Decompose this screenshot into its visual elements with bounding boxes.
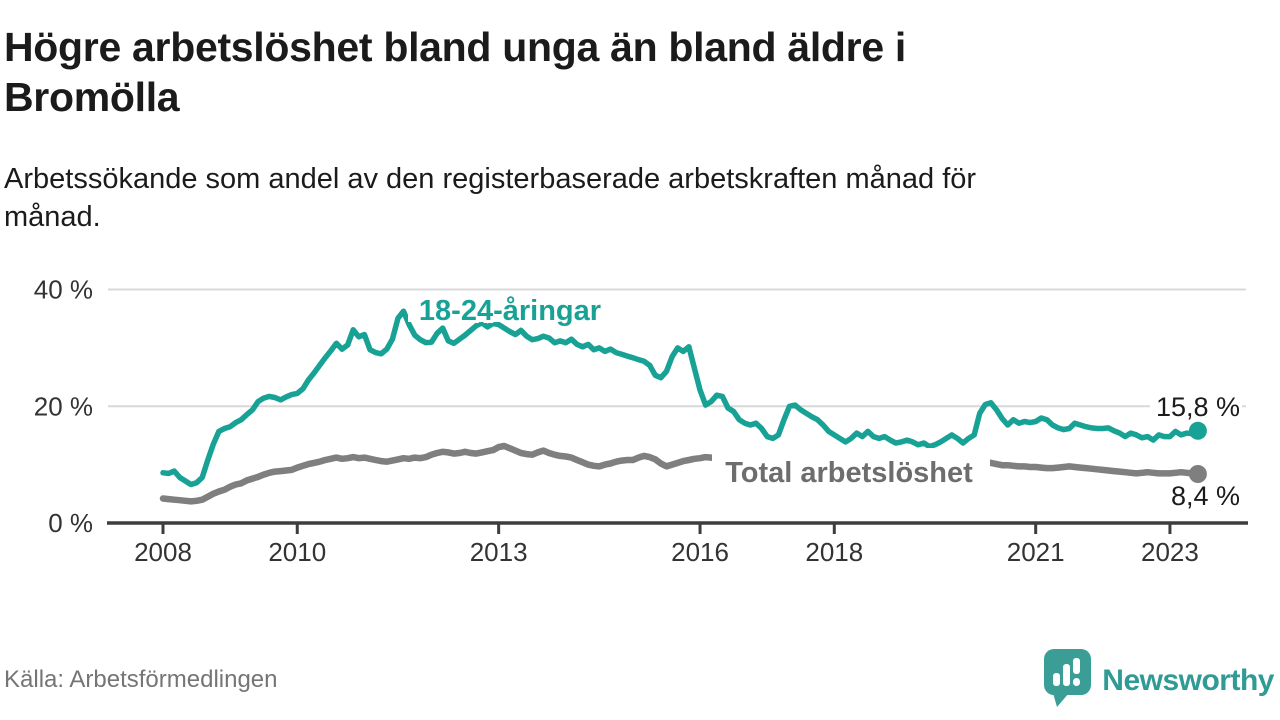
end-dot-0 xyxy=(1188,421,1207,440)
end-label-0-mask xyxy=(1150,394,1242,420)
youth-label-mask xyxy=(408,294,614,322)
source-note: Källa: Arbetsförmedlingen xyxy=(4,666,278,693)
x-axis-ticks: 2008 2010 2013 2016 2018 2021 2023 xyxy=(134,523,1199,567)
brand-logo: Newsworthy xyxy=(1043,648,1274,713)
y-tick-label: 0 % xyxy=(48,508,93,538)
x-tick-label: 2010 xyxy=(268,537,326,567)
series-name-0: 18-24-åringar xyxy=(419,295,601,327)
y-tick-label: 20 % xyxy=(34,391,93,421)
total-label-mask xyxy=(712,448,990,490)
x-tick-label: 2013 xyxy=(470,537,528,567)
end-label-1: 8,4 % xyxy=(1171,481,1240,511)
newsworthy-chart-bubble-icon xyxy=(1043,648,1093,713)
series-name-1: Total arbetslöshet xyxy=(725,457,973,489)
end-label-0: 15,8 % xyxy=(1156,392,1240,422)
x-tick-label: 2023 xyxy=(1141,537,1199,567)
end-dot-1 xyxy=(1188,465,1207,483)
series-line-0 xyxy=(160,308,1201,488)
x-tick-label: 2018 xyxy=(805,537,863,567)
x-tick-label: 2016 xyxy=(671,537,729,567)
y-tick-label: 40 % xyxy=(34,275,93,305)
y-axis-labels: 0 % 20 % 40 % xyxy=(34,275,93,538)
page-title-line1: Högre arbetslöshet bland unga än bland ä… xyxy=(4,24,907,70)
gridlines xyxy=(108,288,1246,408)
chart-subtitle: Arbetssökande som andel av den registerb… xyxy=(4,163,977,233)
series-line-1 xyxy=(159,442,1202,505)
page-title: Högre arbetslöshet bland unga än bland ä… xyxy=(4,22,906,122)
x-tick-label: 2008 xyxy=(134,537,192,567)
end-dots xyxy=(1188,421,1207,483)
brand-name: Newsworthy xyxy=(1102,663,1274,697)
x-tick-label: 2021 xyxy=(1007,537,1065,567)
page-title-line2: Bromölla xyxy=(4,74,180,120)
